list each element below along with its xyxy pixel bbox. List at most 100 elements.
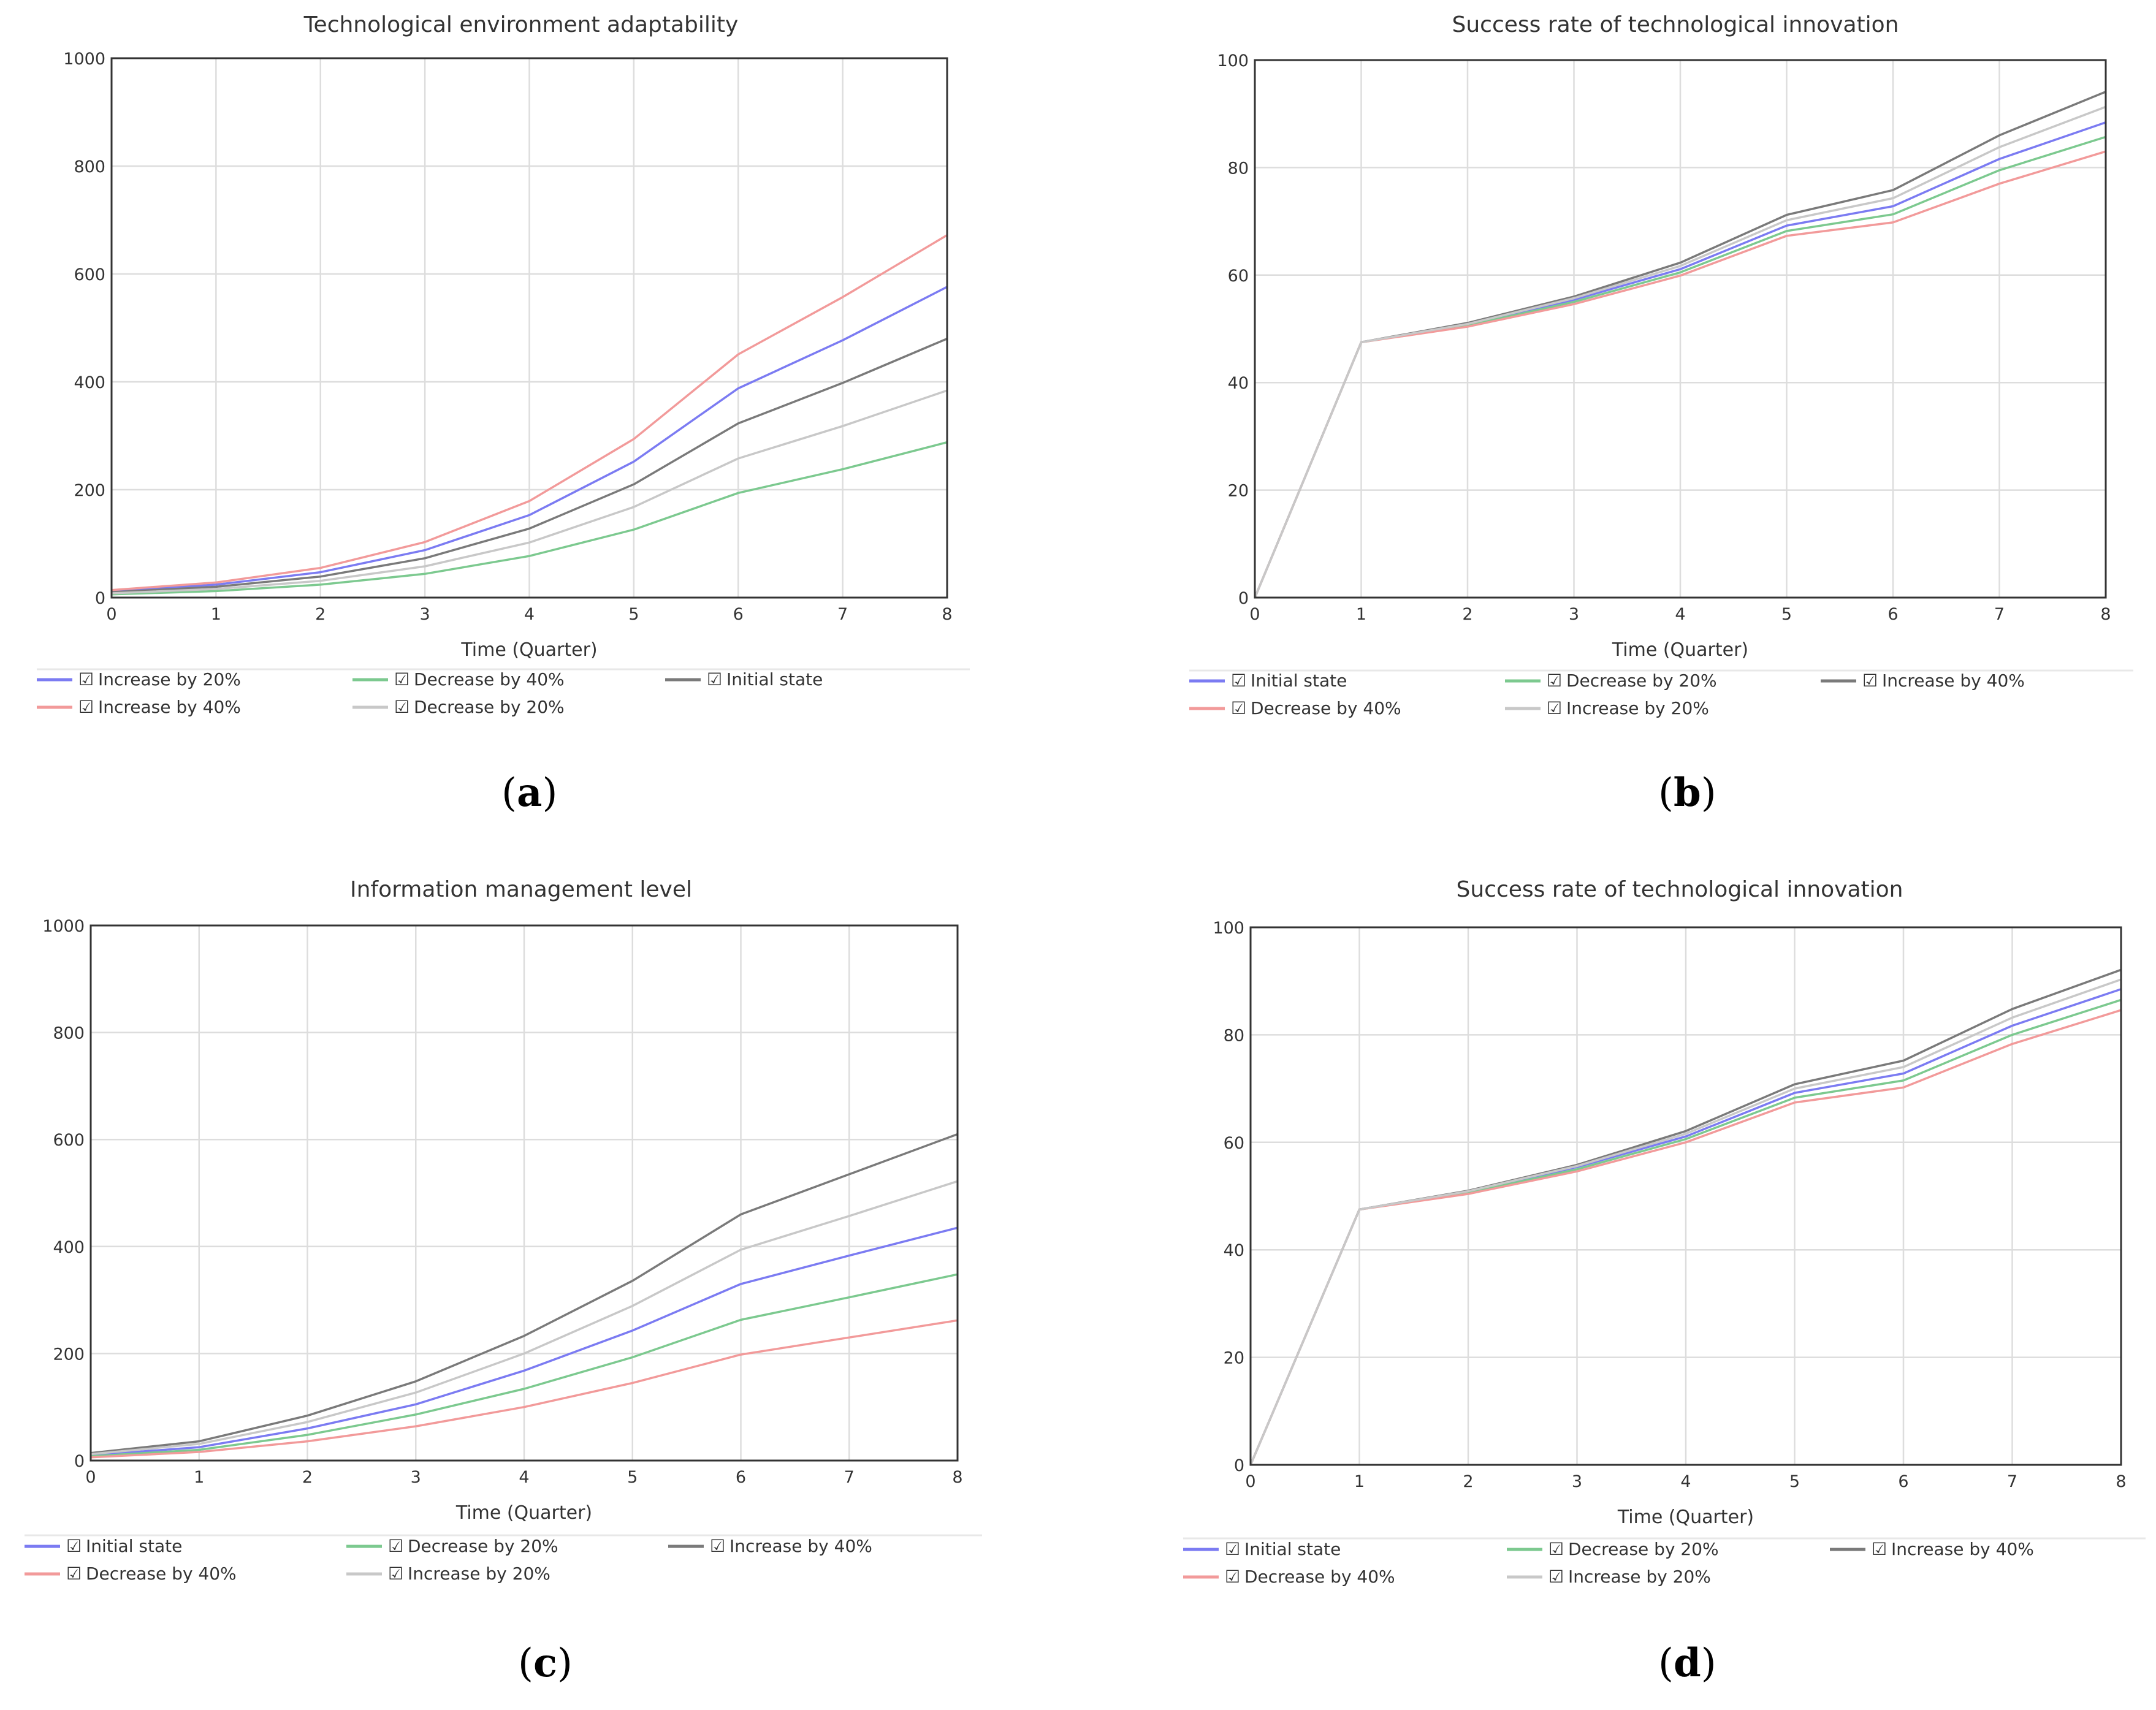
legend-label: Initial state [1251, 671, 1347, 691]
series-line-initial-state [90, 1226, 958, 1457]
y-tick-label: 80 [1224, 1026, 1244, 1045]
legend: ☑ Increase by 20% ☑ Decrease by 40% ☑ Initial… [37, 669, 823, 717]
panel-letter: c [533, 1640, 557, 1686]
panel-label: (c) [518, 1640, 573, 1686]
panel-letter: a [517, 770, 542, 816]
x-tick-label: 2 [1463, 1472, 1473, 1491]
legend-label: Increase by 20% [408, 1564, 550, 1584]
x-tick-label: 2 [302, 1468, 313, 1487]
checkbox-icon: ☑ [1225, 1567, 1240, 1587]
y-tick-label: 200 [74, 481, 105, 500]
y-tick-label: 0 [1234, 1456, 1244, 1475]
x-tick-label: 6 [736, 1468, 746, 1487]
legend-label: Increase by 20% [98, 669, 241, 690]
y-tick-label: 400 [53, 1238, 85, 1257]
legend-label: Decrease by 40% [1251, 698, 1401, 718]
x-tick-label: 1 [1356, 605, 1366, 624]
x-tick-label: 6 [1898, 1472, 1908, 1491]
x-tick-label: 4 [1680, 1472, 1691, 1491]
legend-item: ☑ Increase by 20% [346, 1564, 550, 1584]
legend-item: ☑ Decrease by 40% [1189, 698, 1401, 718]
y-tick-label: 0 [1238, 589, 1249, 608]
x-tick-label: 0 [106, 605, 116, 624]
series-line-increase-by-40- [90, 1133, 958, 1454]
x-axis-title: Time (Quarter) [1612, 639, 1748, 661]
plot-frame [110, 57, 948, 599]
legend-label: Initial state [1244, 1539, 1341, 1559]
y-tick-label: 0 [95, 589, 105, 608]
legend-item: ☑ Initial state [1183, 1539, 1341, 1559]
checkbox-icon: ☑ [78, 669, 94, 690]
series-line-increase-by-40- [111, 234, 948, 591]
x-tick-label: 6 [733, 605, 744, 624]
y-tick-label: 600 [74, 265, 105, 284]
legend-item: ☑ Increase by 20% [1505, 698, 1709, 718]
checkbox-icon: ☑ [66, 1536, 82, 1556]
x-tick-label: 5 [628, 605, 639, 624]
plot-frame [90, 924, 959, 1462]
series-line-decrease-by-40- [90, 1319, 958, 1459]
x-tick-label: 5 [1789, 1472, 1800, 1491]
x-tick-label: 0 [1249, 605, 1260, 624]
chart-title: Technological environment adaptability [303, 12, 739, 37]
x-tick-label: 5 [627, 1468, 638, 1487]
checkbox-icon: ☑ [1231, 671, 1246, 691]
x-tick-label: 0 [85, 1468, 96, 1487]
y-tick-label: 20 [1224, 1349, 1244, 1368]
legend-item: ☑ Decrease by 20% [1505, 671, 1717, 691]
y-tick-label: 400 [74, 373, 105, 392]
legend: ☑ Initial state ☑ Decrease by 20% ☑ Increase … [25, 1536, 872, 1584]
legend-item: ☑ Initial state [25, 1536, 182, 1556]
checkbox-icon: ☑ [1862, 671, 1878, 691]
plot-frame [1254, 59, 2107, 599]
series-group [90, 1133, 958, 1459]
x-tick-label: 8 [2100, 605, 2111, 624]
y-tick-label: 60 [1224, 1134, 1244, 1153]
series-line-increase-by-20- [111, 286, 948, 593]
legend-label: Decrease by 20% [408, 1536, 558, 1556]
legend-item: ☑ Increase by 20% [1507, 1567, 1711, 1587]
chart-title: Success rate of technological innovation [1452, 12, 1899, 37]
x-tick-label: 8 [952, 1468, 962, 1487]
checkbox-icon: ☑ [66, 1564, 82, 1584]
x-tick-label: 0 [1245, 1472, 1255, 1491]
x-axis-title: Time (Quarter) [460, 639, 597, 661]
checkbox-icon: ☑ [388, 1564, 403, 1584]
gridlines [1254, 59, 2107, 599]
gridlines [110, 57, 948, 599]
legend-item: ☑ Decrease by 20% [1507, 1539, 1719, 1559]
x-tick-label: 7 [2007, 1472, 2017, 1491]
series-line-increase-by-20- [90, 1180, 958, 1456]
panel-label: (b) [1658, 770, 1716, 816]
y-tick-label: 100 [1213, 919, 1244, 938]
x-tick-label: 2 [315, 605, 326, 624]
legend-item: ☑ Decrease by 40% [25, 1564, 237, 1584]
checkbox-icon: ☑ [1872, 1539, 1887, 1559]
y-tick-label: 80 [1228, 159, 1249, 178]
legend-label: Initial state [726, 669, 823, 690]
chart-c: Information management level 0 1 2 3 4 5 6 7 8 0 20… [25, 877, 982, 1584]
legend-label: Decrease by 20% [1568, 1539, 1719, 1559]
checkbox-icon: ☑ [707, 669, 722, 690]
y-tick-label: 60 [1228, 267, 1249, 286]
chart-b: Success rate of technological innovation… [1189, 12, 2133, 718]
legend-item: ☑ Increase by 40% [1821, 671, 2025, 691]
x-tick-label: 1 [194, 1468, 204, 1487]
legend-label: Decrease by 40% [414, 669, 565, 690]
checkbox-icon: ☑ [1547, 698, 1562, 718]
y-tick-label: 20 [1228, 482, 1249, 501]
x-tick-label: 5 [1781, 605, 1792, 624]
legend-label: Decrease by 40% [1244, 1567, 1395, 1587]
series-group [1249, 968, 2122, 1465]
legend: ☑ Initial state ☑ Decrease by 20% ☑ Increase … [1183, 1539, 2034, 1587]
checkbox-icon: ☑ [1548, 1567, 1564, 1587]
x-tick-label: 8 [2116, 1472, 2126, 1491]
y-tick-label: 600 [53, 1131, 85, 1150]
checkbox-icon: ☑ [1231, 698, 1246, 718]
y-tick-label: 40 [1228, 374, 1249, 393]
series-line-decrease-by-40- [111, 441, 948, 596]
legend-label: Increase by 40% [1882, 671, 2025, 691]
x-tick-label: 6 [1887, 605, 1898, 624]
x-tick-label: 3 [420, 605, 430, 624]
